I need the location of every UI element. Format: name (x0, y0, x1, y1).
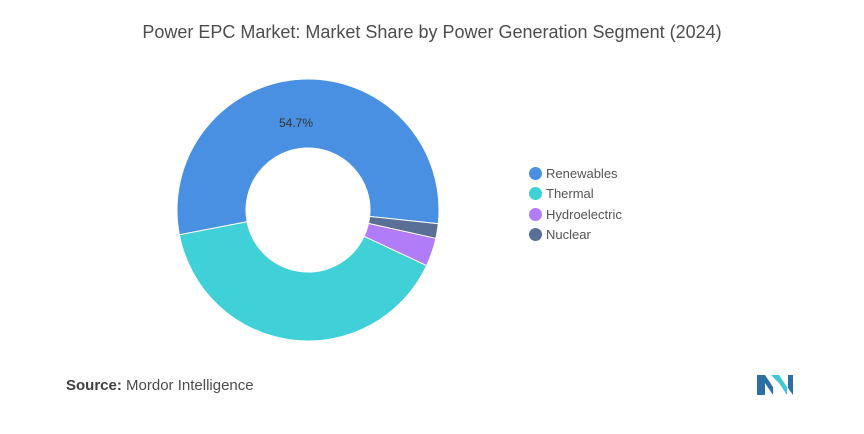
slice-thermal (178, 221, 428, 342)
legend-swatch-hydroelectric (529, 207, 542, 221)
legend-item-nuclear: Nuclear (529, 225, 622, 246)
legend-label-nuclear: Nuclear (546, 227, 591, 243)
legend-swatch-thermal (529, 187, 542, 201)
slice-renewables (176, 78, 440, 236)
source-note: Source: Mordor Intelligence (66, 377, 254, 394)
slice-nuclear (367, 215, 439, 239)
source-label: Source: (66, 377, 122, 394)
legend-item-thermal: Thermal (529, 184, 622, 205)
data-label-renewables: 54.7% (279, 116, 313, 130)
legend-item-renewables: Renewables (529, 163, 622, 184)
mordor-intelligence-logo-icon (757, 375, 793, 395)
donut-slices (176, 78, 440, 342)
legend-item-hydroelectric: Hydroelectric (529, 204, 622, 225)
legend-label-thermal: Thermal (546, 186, 594, 202)
legend-swatch-renewables (529, 166, 542, 180)
legend-label-renewables: Renewables (546, 165, 618, 181)
source-value: Mordor Intelligence (126, 377, 254, 394)
chart-legend: Renewables Thermal Hydroelectric Nuclear (529, 163, 622, 245)
chart-title: Power EPC Market: Market Share by Power … (142, 22, 722, 42)
legend-label-hydroelectric: Hydroelectric (546, 206, 622, 222)
legend-swatch-nuclear (529, 228, 542, 242)
